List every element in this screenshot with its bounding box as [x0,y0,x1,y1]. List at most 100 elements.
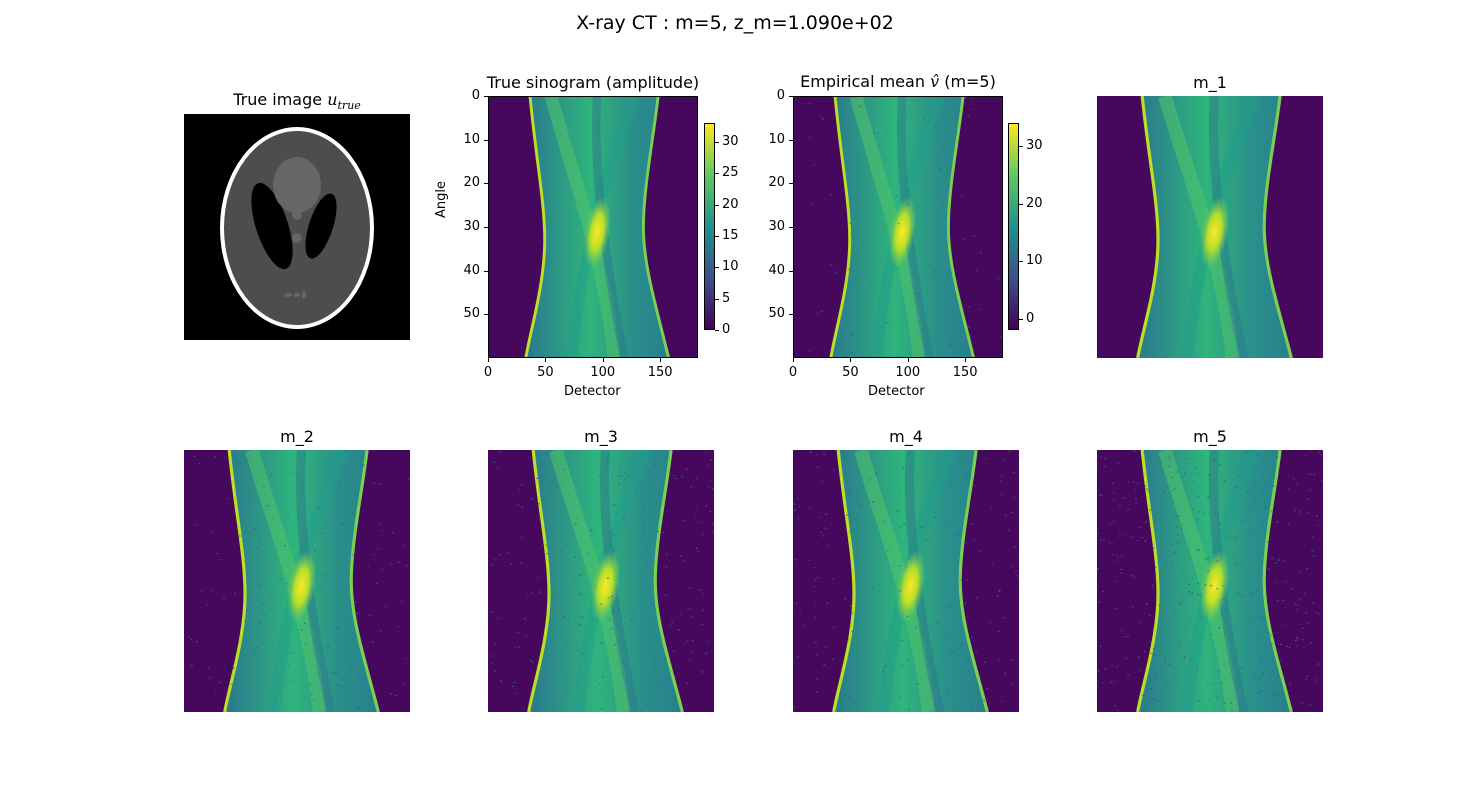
noise-speck [634,670,637,672]
noise-speck [964,504,967,507]
noise-speck [849,488,852,491]
noise-speck [530,592,533,594]
noise-speck [1231,461,1234,463]
noise-speck [664,594,667,596]
noise-speck [1099,645,1102,647]
noise-speck [809,102,811,105]
noise-speck [1104,457,1107,460]
noise-speck [1185,458,1188,460]
noise-speck [546,453,549,456]
noise-speck [965,97,968,99]
noise-speck [897,222,900,225]
noise-speck [839,97,842,100]
ytick-label: 40 [463,262,480,278]
noise-speck [824,646,827,649]
noise-speck [816,576,819,579]
noise-speck [971,636,974,639]
noise-speck [885,322,888,324]
empirical-mean-xlabel: Detector [868,384,925,399]
noise-speck [849,531,852,533]
noise-speck [1196,519,1199,521]
noise-speck [690,651,693,654]
noise-speck [1208,513,1211,515]
ytick-mark [484,314,488,316]
noise-speck [864,667,867,669]
colorbar-tick-label: 0 [1026,310,1035,326]
noise-speck [250,489,253,491]
noise-speck [579,593,582,596]
noise-speck [251,599,254,601]
noise-speck [820,480,823,483]
noise-speck [1315,611,1318,614]
noise-speck [310,693,313,695]
noise-speck [820,531,823,533]
noise-speck [1223,663,1226,665]
ytick-label: 10 [768,131,785,147]
colorbar-tick-label: 10 [1026,253,1043,268]
noise-speck [1315,515,1318,517]
noise-speck [634,682,637,685]
noise-speck [903,523,906,525]
sinogram-right-edge [958,450,989,712]
noise-speck [1151,586,1154,589]
noise-speck [1134,488,1137,491]
noise-speck [908,453,911,455]
noise-speck [835,271,838,274]
ytick-label: 50 [768,306,785,322]
noise-speck [1294,640,1297,642]
noise-speck [902,467,905,469]
noise-speck [850,605,853,607]
noise-speck [336,628,339,631]
noise-speck [705,452,708,454]
noise-speck [896,693,899,695]
noise-speck [980,252,982,254]
noise-speck [1204,584,1207,586]
noise-speck [968,115,970,117]
noise-speck [937,96,940,99]
noise-speck [665,566,668,568]
noise-speck [1165,563,1169,565]
colorbar-tick-mark [715,235,719,237]
noise-speck [1143,451,1146,454]
noise-speck [513,682,516,684]
true-sinogram-heatmap [488,96,698,358]
noise-speck [1103,607,1106,609]
noise-speck [1256,590,1259,592]
noise-speck [1309,473,1312,475]
noise-speck [326,458,329,461]
noise-speck [711,531,714,534]
colorbar-tick-mark [715,298,719,300]
noise-speck [239,463,243,465]
noise-speck [670,641,673,644]
noise-speck [662,532,665,534]
noise-speck [612,549,615,551]
noise-speck [1287,523,1290,525]
noise-speck [230,673,233,676]
noise-speck [618,482,621,484]
noise-speck [936,621,939,623]
empirical-mean-frame [793,96,1003,358]
xtick-mark [545,358,547,362]
noise-speck [241,673,244,675]
sinogram-band-a [1158,450,1240,712]
noise-speck [238,535,241,537]
noise-speck [1303,455,1306,457]
noise-speck [997,659,1000,662]
noise-speck [591,619,594,621]
m4-heatmap [793,450,1019,712]
noise-speck [622,518,625,520]
noise-speck [551,481,554,483]
noise-speck [816,466,819,468]
noise-speck [1285,645,1288,648]
noise-speck [808,350,811,352]
noise-speck [1200,617,1203,619]
noise-speck [356,612,359,615]
noise-speck [906,615,909,618]
noise-speck [935,118,938,120]
noise-speck [1274,562,1277,564]
noise-speck [1171,476,1174,479]
noise-speck [1111,664,1114,667]
noise-speck [1177,643,1180,646]
noise-speck [793,706,796,708]
noise-speck [965,541,968,544]
